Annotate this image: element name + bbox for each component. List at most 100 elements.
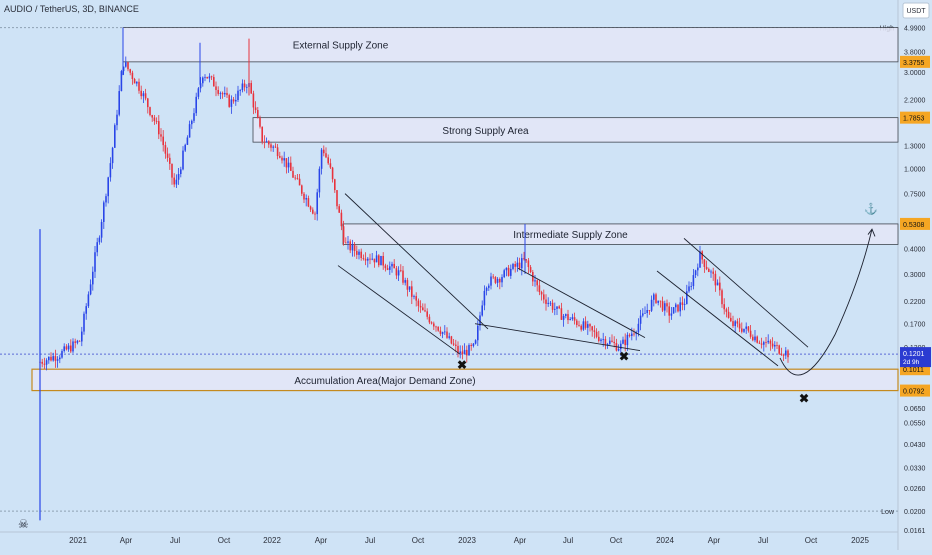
- currency-badge: [902, 2, 930, 19]
- candle-body: [617, 349, 620, 351]
- zone-box-1: [252, 117, 899, 143]
- candle-body: [470, 345, 472, 346]
- candle-body: [52, 356, 54, 361]
- candle-body: [92, 271, 94, 285]
- candle-body: [257, 110, 259, 118]
- candle-body: [413, 296, 415, 297]
- current-price-value: 0.1201: [903, 351, 925, 358]
- candle-body: [439, 330, 442, 334]
- candle-body: [633, 333, 635, 335]
- candle-body: [516, 262, 519, 267]
- candle-body: [129, 69, 131, 73]
- candle-body: [448, 336, 450, 338]
- candle-body: [444, 331, 446, 333]
- candle-body: [318, 168, 321, 193]
- candle-body: [41, 361, 43, 364]
- candle-body: [397, 270, 400, 276]
- candle-body: [776, 344, 778, 346]
- candle-body: [54, 356, 57, 361]
- candle-body: [83, 313, 85, 332]
- candle-body: [169, 157, 171, 164]
- candle-body: [760, 343, 763, 345]
- candle-body: [393, 263, 395, 269]
- candle-body: [565, 314, 567, 316]
- candle-body: [512, 263, 514, 269]
- candle-body: [235, 99, 237, 102]
- candle-body: [202, 77, 204, 84]
- candle-body: [149, 107, 151, 116]
- time-tick-label: 2025: [851, 536, 869, 545]
- price-tick-label: 0.0430: [904, 442, 926, 449]
- candle-body: [325, 153, 327, 158]
- candle-body: [140, 90, 142, 97]
- price-badge-label-0: 3.3755: [903, 60, 925, 67]
- candle-body: [749, 330, 752, 337]
- candle-body: [72, 341, 74, 352]
- candle-body: [219, 93, 222, 94]
- candle-body: [424, 310, 426, 312]
- candle-body: [136, 81, 138, 84]
- candle-body: [719, 282, 721, 291]
- candle-body: [765, 342, 767, 343]
- candle-body: [114, 125, 116, 148]
- candle-body: [631, 333, 633, 336]
- candle-body: [265, 141, 268, 143]
- candle-body: [628, 334, 631, 336]
- candle-body: [226, 92, 228, 96]
- candle-body: [164, 145, 167, 154]
- candle-body: [87, 294, 90, 307]
- candle-body: [545, 299, 547, 304]
- candle-body: [217, 89, 219, 94]
- candle-body: [347, 241, 349, 243]
- time-tick-label: Oct: [218, 536, 231, 545]
- tradingview-logo-icon: ☠: [18, 517, 29, 531]
- candle-body: [118, 91, 120, 115]
- candle-body: [430, 322, 433, 324]
- candle-body: [450, 336, 453, 344]
- candle-body: [736, 321, 739, 324]
- candle-body: [703, 259, 706, 267]
- price-tick-label: 3.8000: [904, 49, 926, 56]
- candles-group: [39, 56, 789, 371]
- candle-body: [466, 349, 468, 356]
- candle-body: [492, 276, 494, 278]
- candle-body: [279, 156, 281, 158]
- candle-body: [481, 305, 483, 316]
- candle-body: [569, 319, 571, 321]
- candle-body: [246, 86, 248, 88]
- candle-body: [459, 351, 461, 354]
- candle-body: [204, 76, 206, 78]
- price-tick-label: 1.0000: [904, 166, 926, 173]
- candle-body: [769, 340, 772, 344]
- candle-body: [756, 336, 758, 343]
- candle-body: [419, 305, 422, 308]
- candle-body: [734, 321, 736, 326]
- candle-body: [648, 310, 651, 311]
- candle-body: [578, 324, 580, 326]
- candle-body: [127, 62, 129, 70]
- candle-body: [571, 317, 574, 320]
- candle-body: [404, 280, 406, 283]
- candle-body: [395, 268, 398, 276]
- candle-body: [221, 93, 224, 95]
- candle-body: [312, 209, 314, 214]
- candle-body: [499, 278, 501, 283]
- time-tick-label: 2022: [263, 536, 281, 545]
- channel-line-a2: [337, 265, 461, 355]
- time-tick-label: Jul: [758, 536, 768, 545]
- candle-body: [477, 325, 479, 341]
- candle-body: [133, 78, 136, 84]
- x-marker-icon-2: ✖: [799, 392, 809, 406]
- candle-body: [745, 326, 747, 329]
- candle-body: [215, 86, 217, 90]
- price-tick-label: 1.3000: [904, 143, 926, 150]
- candle-body: [191, 120, 193, 125]
- candle-body: [472, 343, 475, 346]
- candle-body: [558, 306, 560, 309]
- candle-body: [254, 107, 257, 111]
- candle-body: [529, 267, 532, 273]
- candle-body: [501, 277, 503, 283]
- candle-body: [622, 339, 624, 344]
